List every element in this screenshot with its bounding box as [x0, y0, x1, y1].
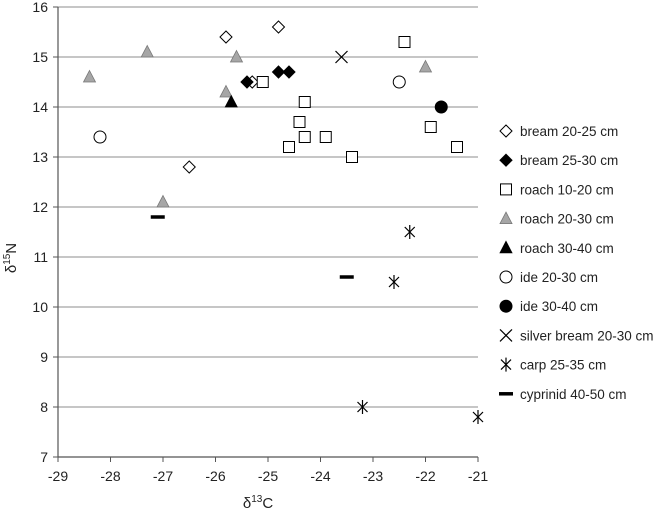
y-axis-title: δ15N	[2, 243, 20, 273]
legend-marker	[499, 299, 513, 313]
legend-marker	[499, 328, 513, 342]
x-tick-label: -21	[468, 468, 488, 484]
legend-marker	[499, 153, 513, 167]
data-point	[298, 131, 311, 143]
legend-label: ide 30-40 cm	[520, 299, 598, 314]
data-point	[398, 36, 411, 48]
y-tick-label: 16	[32, 0, 48, 15]
grid-lines	[58, 6, 478, 408]
y-tick-label: 11	[33, 249, 48, 265]
y-tick-label: 8	[40, 399, 48, 415]
legend-label: cyprinid 40-50 cm	[520, 387, 627, 402]
legend-label: ide 20-30 cm	[520, 270, 598, 285]
data-point	[293, 116, 306, 128]
data-point	[283, 141, 295, 153]
data-point	[219, 84, 233, 98]
data-point	[335, 50, 348, 64]
y-tick-label: 14	[32, 99, 48, 115]
legend-marker	[500, 183, 512, 196]
data-point	[472, 410, 484, 424]
data-point	[256, 76, 269, 88]
x-tick-label: -29	[48, 468, 68, 484]
data-point	[224, 94, 238, 108]
data-point	[451, 141, 463, 153]
legend-label: bream 25-30 cm	[520, 153, 618, 168]
x-tick-label: -24	[310, 468, 330, 484]
y-tick-label: 7	[40, 449, 48, 465]
data-point	[271, 20, 286, 34]
legend-marker	[499, 270, 513, 284]
x-tick-label: -27	[153, 468, 173, 484]
data-point	[404, 225, 416, 239]
data-point	[229, 49, 244, 63]
axes	[53, 6, 479, 462]
data-point	[93, 130, 107, 144]
tick-labels: -29 -28 -27 -26 -25 -24 -23 -22 -21 7 8 9 10 11 12 13 14…	[32, 0, 488, 484]
legend: bream 20-25 cm bream 25-30 cm roach 10-20 …	[499, 124, 654, 402]
y-tick-label: 10	[32, 299, 48, 315]
data-point	[388, 275, 400, 289]
legend-label: bream 20-25 cm	[520, 124, 618, 139]
data-point	[182, 160, 196, 174]
y-tick-label: 15	[32, 49, 48, 65]
data-point	[240, 75, 254, 89]
legend-marker	[499, 240, 513, 254]
legend-marker	[499, 211, 513, 225]
x-tick-label: -28	[100, 468, 120, 484]
data-points	[82, 20, 484, 424]
legend-marker	[499, 124, 513, 138]
data-point	[418, 59, 433, 73]
data-point	[434, 100, 448, 114]
legend-label: roach 20-30 cm	[520, 212, 614, 227]
x-tick-label: -26	[205, 468, 225, 484]
y-tick-label: 9	[40, 349, 48, 365]
data-point	[298, 96, 311, 108]
y-tick-label: 13	[32, 149, 48, 165]
y-tick-label: 12	[32, 199, 48, 215]
legend-label: roach 30-40 cm	[520, 241, 614, 256]
x-tick-label: -22	[415, 468, 435, 484]
data-point	[319, 131, 332, 143]
data-point	[282, 65, 296, 79]
data-point	[346, 151, 358, 163]
x-tick-label: -23	[363, 468, 383, 484]
data-point	[392, 75, 406, 89]
data-point	[140, 44, 154, 58]
data-point	[82, 69, 97, 83]
legend-label: carp 25-35 cm	[520, 358, 606, 373]
data-point	[219, 30, 233, 44]
x-axis-title: δ13C	[243, 494, 273, 512]
legend-label: roach 10-20 cm	[520, 182, 614, 197]
legend-marker	[500, 357, 512, 372]
data-point	[156, 194, 170, 208]
data-point	[357, 400, 368, 414]
x-tick-label: -25	[258, 468, 278, 484]
data-point	[424, 121, 437, 133]
data-point	[271, 65, 286, 79]
legend-label: silver bream 20-30 cm	[520, 328, 654, 343]
